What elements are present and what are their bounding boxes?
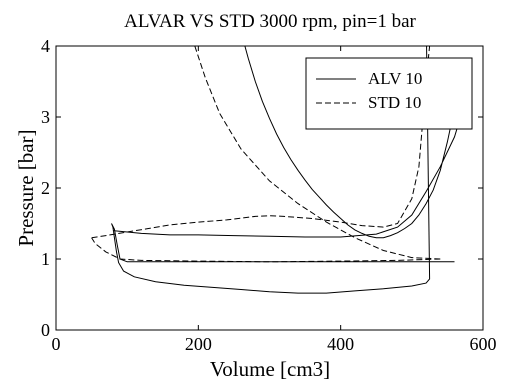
y-tick-label: 4 xyxy=(41,36,50,56)
series-line-alv-10 xyxy=(111,46,466,294)
chart-title: ALVAR VS STD 3000 rpm, pin=1 bar xyxy=(124,11,416,32)
y-tick-label: 1 xyxy=(41,249,50,269)
legend: ALV 10 STD 10 xyxy=(305,57,473,130)
x-tick-label: 600 xyxy=(470,334,497,354)
legend-label-alv-10: ALV 10 xyxy=(368,69,422,88)
y-tick-label: 3 xyxy=(41,107,50,127)
y-tick-label: 2 xyxy=(41,178,50,198)
legend-label-std-10: STD 10 xyxy=(368,93,421,112)
x-tick-label: 200 xyxy=(185,334,212,354)
x-tick-label: 400 xyxy=(327,334,354,354)
y-axis-label: Pressure [bar] xyxy=(14,129,38,246)
x-tick-label: 0 xyxy=(52,334,61,354)
legend-box xyxy=(305,57,473,130)
axis-ticks: 0 200 400 600 0 1 2 3 4 xyxy=(41,36,497,354)
y-tick-label: 0 xyxy=(41,320,50,340)
series-line-std-10 xyxy=(91,46,441,263)
x-axis-label: Volume [cm3] xyxy=(210,357,330,381)
